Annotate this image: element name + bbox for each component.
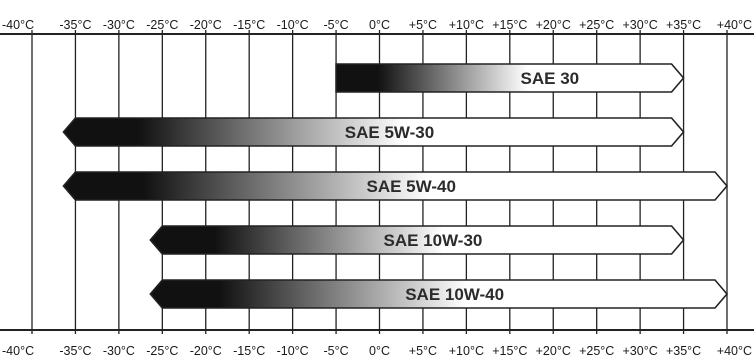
bar-label: SAE 5W-30 [345,123,434,142]
x-tick-label-top: +5°C [409,18,437,32]
x-tick-label-bottom: +30°C [623,344,658,358]
x-tick-label-top: -10°C [277,18,309,32]
x-tick-label-bottom: -5°C [323,344,348,358]
x-tick-label-top: -15°C [233,18,265,32]
x-tick-label-top: -40°C [2,18,34,32]
x-tick-label-bottom: +35°C [666,344,701,358]
x-tick-label-top: -5°C [323,18,348,32]
x-axis-bottom: -40°C -35°C -30°C -25°C -20°C -15°C -10°C -5°C 0… [2,344,752,358]
bars: SAE 30 SAE 5W-30 SAE 5W-40 SAE 10W-30 SAE 10… [62,63,729,309]
x-tick-label-bottom: +10°C [449,344,484,358]
bar-label: SAE 30 [521,69,580,88]
x-tick-label-top: +30°C [623,18,658,32]
x-tick-label-top: +15°C [492,18,527,32]
bar-label: SAE 5W-40 [367,177,456,196]
x-tick-label-bottom: +20°C [536,344,571,358]
x-tick-label-top: -30°C [103,18,135,32]
x-tick-label-bottom: +15°C [492,344,527,358]
x-tick-label-top: -35°C [59,18,91,32]
x-tick-label-top: 0°C [369,18,390,32]
x-tick-label-bottom: -15°C [233,344,265,358]
x-tick-label-bottom: +40°C [717,344,752,358]
x-tick-label-bottom: -30°C [103,344,135,358]
bar-label: SAE 10W-40 [405,285,504,304]
x-tick-label-bottom: 0°C [369,344,390,358]
x-tick-label-bottom: -35°C [59,344,91,358]
bar-sae-30 [335,63,685,93]
x-tick-label-bottom: -10°C [277,344,309,358]
bar-sae-5w-30 [62,117,685,147]
x-tick-label-top: +25°C [579,18,614,32]
x-tick-label-top: -20°C [190,18,222,32]
x-tick-label-top: +10°C [449,18,484,32]
bar-sae-10w-40 [149,279,729,309]
bar-sae-10w-30 [149,225,685,255]
x-tick-label-bottom: +5°C [409,344,437,358]
x-tick-label-top: +40°C [717,18,752,32]
x-tick-label-top: -25°C [146,18,178,32]
x-tick-label-bottom: -20°C [190,344,222,358]
x-axis-top: -40°C -35°C -30°C -25°C -20°C -15°C -10°C -5°C 0… [2,18,752,32]
x-tick-label-top: +35°C [666,18,701,32]
x-tick-label-bottom: +25°C [579,344,614,358]
bar-label: SAE 10W-30 [384,231,483,250]
x-tick-label-top: +20°C [536,18,571,32]
x-tick-label-bottom: -25°C [146,344,178,358]
x-tick-label-bottom: -40°C [2,344,34,358]
bar-sae-5w-40 [62,171,729,201]
